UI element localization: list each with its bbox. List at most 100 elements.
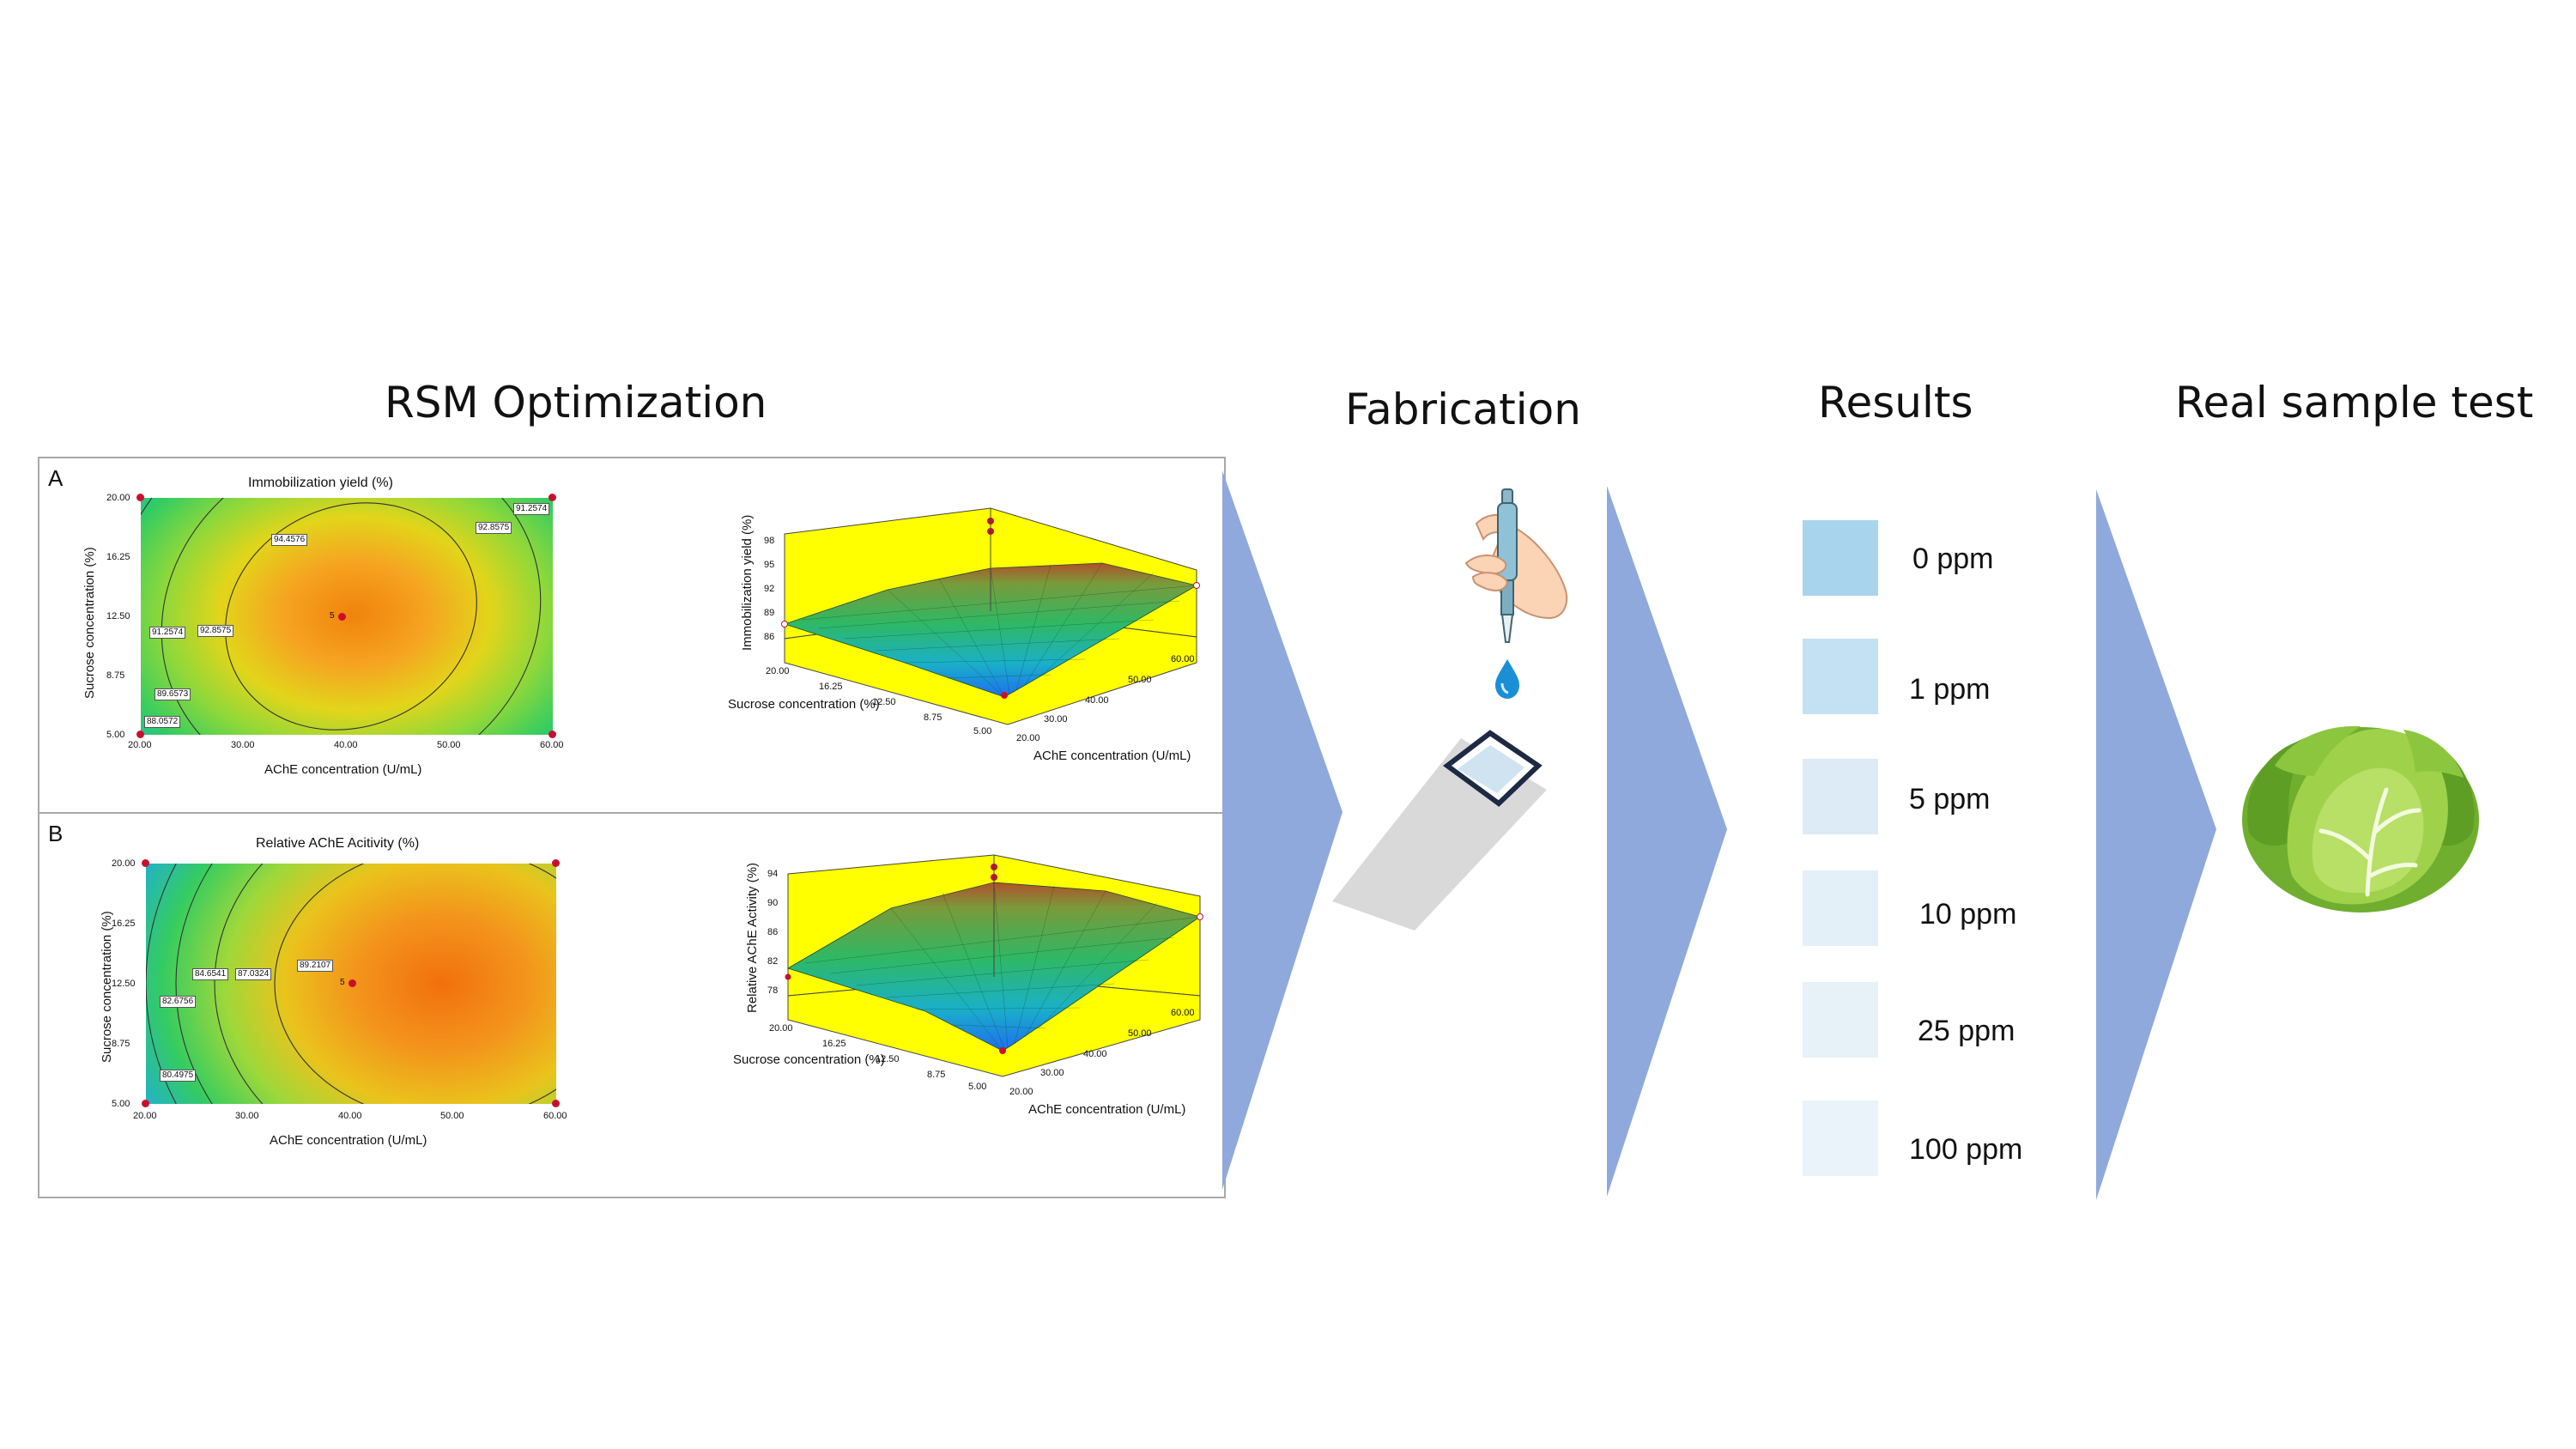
sucrose-tick-label: 12.50 [876, 1054, 900, 1064]
contour-label: 87.0324 [235, 968, 272, 980]
test-strip-swatch [1803, 982, 1878, 1058]
ache-axis-label: AChE concentration (U/mL) [1033, 749, 1191, 763]
concentration-label: 10 ppm [1919, 898, 2017, 931]
y-tick-label: 8.75 [112, 1039, 130, 1049]
concentration-label: 1 ppm [1909, 673, 1991, 706]
x-axis-label: AChE concentration (U/mL) [270, 1133, 427, 1148]
sucrose-tick-label: 5.00 [973, 726, 992, 737]
design-point [549, 494, 556, 501]
x-tick-label: 20.00 [128, 740, 152, 750]
design-point [552, 859, 560, 867]
contour-plot [141, 498, 553, 735]
ache-tick-label: 20.00 [1016, 733, 1040, 743]
real-sample-test-title: Real sample test [2175, 378, 2534, 427]
contour-label: 80.4975 [160, 1070, 197, 1082]
center-replicate-count: 5 [330, 611, 335, 621]
design-point [142, 1100, 149, 1107]
contour-label: 84.6541 [192, 968, 229, 980]
concentration-label: 5 ppm [1909, 783, 1991, 815]
center-design-point [349, 979, 356, 987]
results-title: Results [1818, 378, 1973, 427]
ache-tick-label: 40.00 [1083, 1049, 1107, 1059]
z-tick-label: 86 [767, 927, 779, 937]
sucrose-tick-label: 20.00 [769, 1023, 793, 1034]
ache-tick-label: 40.00 [1085, 695, 1109, 706]
z-tick-label: 92 [764, 584, 775, 594]
ache-axis-label: AChE concentration (U/mL) [1028, 1102, 1186, 1117]
response-surface-plot: 94 90 86 82 78 20.00 16.25 12.50 8.75 5.… [733, 848, 1217, 1131]
contour-label: 89.6573 [155, 688, 191, 700]
x-tick-label: 40.00 [338, 1111, 362, 1121]
center-design-point [338, 613, 346, 621]
z-tick-label: 86 [764, 632, 775, 642]
x-tick-label: 30.00 [231, 740, 255, 750]
concentration-label: 0 ppm [1912, 543, 1994, 575]
cabbage-icon [2242, 725, 2479, 912]
sucrose-tick-label: 16.25 [819, 682, 843, 692]
y-tick-label: 5.00 [106, 730, 125, 740]
panel-letter-b: B [48, 821, 64, 846]
z-tick-label: 78 [767, 985, 779, 996]
result-row-1ppm: 1 ppm [1803, 639, 2112, 718]
test-strip-swatch [1803, 759, 1878, 834]
sucrose-tick-label: 20.00 [766, 666, 790, 676]
test-strip-swatch [1803, 870, 1878, 946]
z-axis-label: Immobilization yield (%) [740, 514, 755, 651]
x-tick-label: 50.00 [440, 1111, 464, 1121]
sucrose-axis-label: Sucrose concentration (%) [733, 1052, 885, 1067]
result-row-100ppm: 100 ppm [1803, 1100, 2112, 1179]
sucrose-tick-label: 8.75 [924, 712, 943, 723]
flow-arrow-icon [1222, 470, 1343, 1190]
contour-plot-title: Immobilization yield (%) [248, 476, 393, 490]
panel-a-immobilization-yield: A Immobilization yield (%) [38, 457, 1226, 814]
y-axis-label: Sucrose concentration (%) [82, 547, 97, 699]
test-strip-swatch [1803, 1100, 1878, 1176]
test-strip-swatch [1803, 639, 1878, 714]
result-row-5ppm: 5 ppm [1803, 759, 2112, 838]
flow-arrow-icon [2096, 489, 2216, 1200]
y-tick-label: 16.25 [112, 919, 136, 929]
y-tick-label: 5.00 [112, 1099, 130, 1109]
contour-label: 92.8575 [197, 625, 234, 637]
y-tick-label: 12.50 [106, 611, 130, 621]
x-tick-label: 60.00 [543, 1111, 567, 1121]
y-tick-label: 20.00 [112, 858, 136, 869]
design-point [549, 731, 556, 738]
response-surface-plot: 98 95 92 89 86 20.00 16.25 12.50 8.75 5.… [728, 491, 1214, 774]
z-tick-label: 82 [767, 956, 779, 967]
ache-tick-label: 60.00 [1171, 654, 1195, 664]
center-replicate-count: 5 [340, 978, 345, 987]
water-drop-icon [1495, 659, 1519, 699]
y-tick-label: 8.75 [106, 670, 125, 681]
x-tick-label: 30.00 [235, 1111, 259, 1121]
concentration-label: 25 ppm [1918, 1015, 2015, 1047]
contour-label: 88.0572 [144, 716, 181, 728]
design-point [142, 859, 149, 867]
z-tick-label: 94 [767, 869, 779, 879]
ache-tick-label: 30.00 [1044, 714, 1068, 724]
x-tick-label: 50.00 [437, 740, 461, 750]
contour-plot-title: Relative AChE Acitivity (%) [256, 836, 420, 851]
test-strip-icon [1332, 730, 1547, 931]
flow-arrow-icon [1607, 486, 1727, 1197]
design-point [136, 494, 144, 501]
x-axis-label: AChE concentration (U/mL) [264, 762, 422, 777]
test-strip-swatch [1803, 520, 1878, 596]
sucrose-tick-label: 12.50 [872, 697, 896, 707]
sucrose-tick-label: 16.25 [822, 1039, 846, 1049]
ache-tick-label: 50.00 [1128, 1028, 1152, 1039]
z-axis-label: Relative AChE Activity (%) [745, 862, 760, 1013]
sucrose-tick-label: 8.75 [927, 1070, 946, 1080]
contour-label: 94.4576 [271, 534, 308, 546]
y-axis-label: Sucrose concentration (%) [100, 911, 114, 1063]
y-tick-label: 20.00 [106, 493, 130, 503]
ache-tick-label: 30.00 [1040, 1068, 1064, 1078]
z-tick-label: 90 [767, 898, 779, 908]
rsm-optimization-title: RSM Optimization [385, 378, 767, 427]
design-point [552, 1100, 560, 1107]
x-tick-label: 20.00 [133, 1111, 157, 1121]
contour-label: 91.2574 [149, 627, 186, 639]
sucrose-tick-label: 5.00 [968, 1082, 987, 1092]
contour-label: 92.8575 [476, 522, 512, 534]
panel-b-relative-ache-activity: B Relative AChE Acitivity (%) [38, 812, 1226, 1198]
